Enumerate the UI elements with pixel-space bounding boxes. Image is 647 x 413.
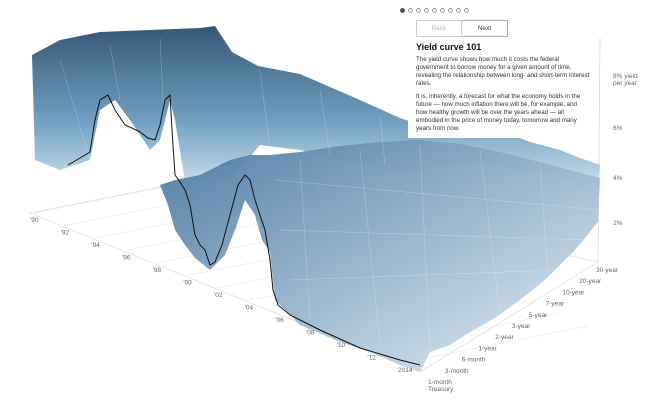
- info-card: Yield curve 101 The yield curve shows ho…: [408, 40, 590, 138]
- pager-dot[interactable]: [400, 8, 405, 13]
- maturity-tick-label: 6-month: [462, 357, 486, 364]
- yield-tick-label: 8% yield per year: [613, 73, 638, 87]
- x-tick-label: '06: [275, 317, 284, 324]
- x-tick-label: '96: [122, 255, 131, 262]
- maturity-tick-label: 1-year: [478, 345, 497, 352]
- pager-dot[interactable]: [448, 8, 453, 13]
- pager-dot[interactable]: [408, 8, 413, 13]
- yield-tick-label: 6%: [613, 125, 623, 132]
- pager-dot[interactable]: [440, 8, 445, 13]
- x-tick-label: '00: [183, 280, 192, 287]
- x-tick-label: '12: [367, 355, 376, 362]
- next-button[interactable]: Next: [462, 20, 508, 37]
- slide-nav: Back Next: [416, 20, 508, 37]
- maturity-tick-label: 30-year: [596, 267, 619, 274]
- short-rate-series-line: [67, 93, 421, 366]
- card-title: Yield curve 101: [416, 42, 482, 52]
- x-tick-label: '10: [337, 342, 346, 349]
- x-tick-label: '08: [306, 330, 315, 337]
- maturity-tick-label: 10-year: [562, 289, 585, 296]
- yield-surface: [32, 26, 601, 372]
- slide-pager: [400, 8, 469, 13]
- pager-dot[interactable]: [416, 8, 421, 13]
- maturity-axis-ticks: 1-month Treasury 3-month 6-month 1-year 2-yea…: [428, 267, 619, 393]
- yield-axis-ticks: 2% 4% 6% 8% yield per year: [613, 73, 638, 227]
- x-tick-label: '92: [61, 230, 70, 237]
- x-tick-label: '04: [245, 305, 254, 312]
- x-tick-label: 2014: [398, 367, 413, 374]
- x-axis-ticks: '90 '92 '94 '96 '98 '00 '02 '04 '06 '08 '10 '12 2014: [30, 217, 413, 374]
- x-tick-label: '94: [91, 242, 100, 249]
- surface-front-section: [160, 140, 600, 372]
- x-tick-label: '98: [153, 267, 162, 274]
- back-button[interactable]: Back: [416, 20, 462, 37]
- x-tick-label: '02: [214, 292, 223, 299]
- maturity-tick-label: 5-year: [529, 312, 548, 319]
- pager-dot[interactable]: [432, 8, 437, 13]
- maturity-tick-label: 2-year: [495, 334, 514, 341]
- maturity-tick-label: 1-month Treasury: [428, 379, 454, 393]
- floor-grid-line: [401, 325, 589, 364]
- card-paragraph-2: It is, inherently, a forecast for what t…: [416, 93, 581, 132]
- x-tick-label: '90: [30, 217, 39, 224]
- yield-tick-label: 2%: [613, 220, 623, 227]
- maturity-tick-label: 7-year: [546, 301, 565, 308]
- maturity-tick-label: 3-month: [445, 368, 469, 375]
- maturity-tick-label: 3-year: [512, 323, 531, 330]
- pager-dot[interactable]: [456, 8, 461, 13]
- pager-dot[interactable]: [464, 8, 469, 13]
- card-paragraph-1: The yield curve shows how much it costs …: [416, 56, 590, 87]
- maturity-tick-label: 20-year: [579, 278, 602, 285]
- pager-dot[interactable]: [424, 8, 429, 13]
- yield-tick-label: 4%: [613, 175, 623, 182]
